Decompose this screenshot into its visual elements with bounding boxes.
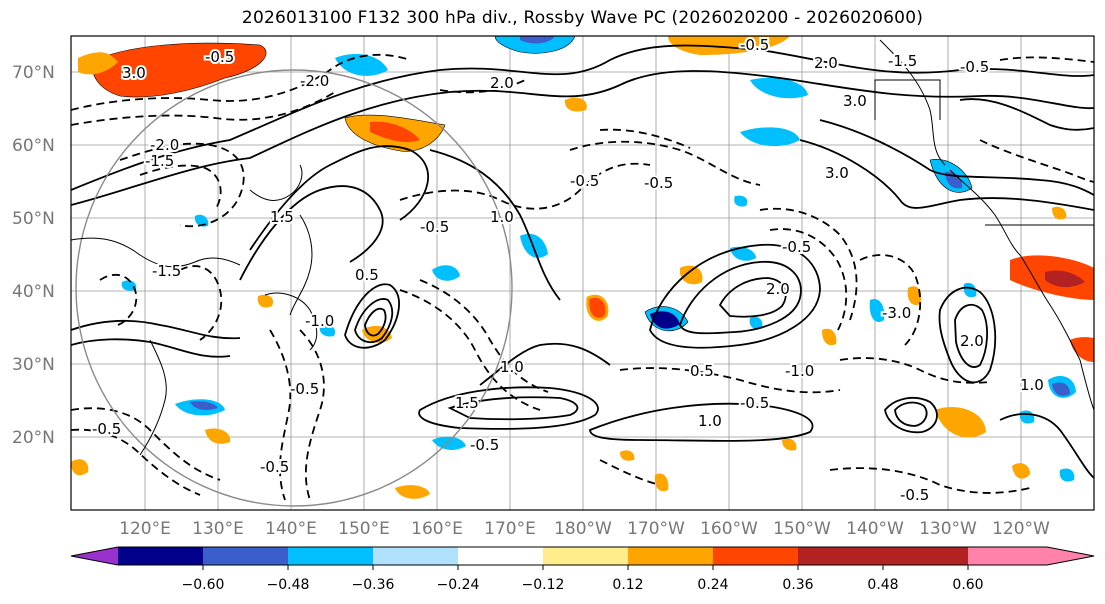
contour-label: -0.5 (420, 218, 449, 236)
contour-label: 2.0 (814, 54, 838, 72)
contour-label: 2.0 (766, 280, 790, 298)
contour-label: 1.0 (490, 208, 514, 226)
lon-label: 150°W (773, 519, 831, 539)
lon-label: 170°W (627, 519, 685, 539)
lon-label: 130°E (192, 519, 244, 539)
contour-label: 3.0 (825, 164, 849, 182)
contour-label: -0.5 (92, 420, 121, 438)
colorbar-tick-label: 0.12 (612, 577, 643, 593)
coastlines (71, 39, 1094, 456)
divergence-shading (71, 36, 1094, 499)
lat-label: 30°N (12, 355, 55, 375)
colorbar-bin (288, 547, 373, 565)
lon-label: 120°W (992, 519, 1050, 539)
colorbar-outline (70, 546, 1095, 566)
contour-label: -1.5 (152, 262, 181, 280)
contour-label: 1.0 (1020, 376, 1044, 394)
contour-label: 2.0 (960, 332, 984, 350)
lon-label: 180°W (554, 519, 612, 539)
contour-label: -1.5 (145, 152, 174, 170)
contour-label: -0.5 (740, 36, 769, 54)
lat-label: 20°N (12, 428, 55, 448)
contour-label: -0.5 (570, 172, 599, 190)
chart-title: 2026013100 F132 300 hPa div., Rossby Wav… (241, 8, 924, 28)
contour-labels: -0.5 3.0 -2.0 2.0 -0.5 2.0 -1.5 -0.5 3.0… (90, 36, 1046, 506)
dashed-contours (71, 53, 1094, 501)
solid-contours (71, 44, 1094, 479)
colorbar-tick-label: 0.60 (952, 577, 983, 593)
colorbar-bin (883, 547, 968, 565)
contour-label: -3.0 (882, 304, 911, 322)
colorbar-bin (203, 547, 288, 565)
colorbar-bin (798, 547, 883, 565)
contour-label: 1.5 (270, 208, 294, 226)
colorbar-bin (118, 547, 203, 565)
colorbar-bin (713, 547, 798, 565)
contour-label: -0.5 (960, 58, 989, 76)
longitude-axis: 120°E 130°E 140°E 150°E 160°E 170°E 180°… (119, 519, 1050, 539)
contour-label: 3.0 (122, 64, 146, 82)
contour-label: -0.5 (644, 174, 673, 192)
lon-label: 170°E (484, 519, 536, 539)
lon-label: 120°E (119, 519, 171, 539)
latitude-axis: 70°N 60°N 50°N 40°N 30°N 20°N (12, 63, 55, 448)
contour-label: -0.5 (782, 238, 811, 256)
lon-label: 160°W (700, 519, 758, 539)
colorbar-tick-label: −0.48 (267, 577, 310, 593)
lat-label: 50°N (12, 209, 55, 229)
contour-label: -0.5 (470, 436, 499, 454)
lon-label: 160°E (411, 519, 463, 539)
contour-label: -1.0 (305, 312, 334, 330)
colorbar-tick-label: 0.36 (782, 577, 813, 593)
lat-label: 60°N (12, 136, 55, 156)
contour-label: -0.5 (260, 458, 289, 476)
contour-label: -1.5 (888, 52, 917, 70)
lon-label: 140°E (265, 519, 317, 539)
colorbar-tick-label: 0.24 (697, 577, 728, 593)
map-content: -0.5 3.0 -2.0 2.0 -0.5 2.0 -1.5 -0.5 3.0… (71, 36, 1094, 510)
lon-label: 150°E (338, 519, 390, 539)
contour-label: -2.0 (150, 136, 179, 154)
contour-label: 1.0 (500, 358, 524, 376)
colorbar-bin (373, 547, 458, 565)
contour-label: 0.5 (355, 266, 379, 284)
contour-label: -2.0 (300, 72, 329, 90)
contour-label: -0.5 (290, 380, 319, 398)
contour-label: 1.0 (698, 412, 722, 430)
colorbar: −0.60 −0.48 −0.36 −0.24 −0.12 0.12 0.24 … (70, 546, 1095, 593)
radius-circle (75, 69, 513, 507)
contour-label: -0.5 (205, 48, 234, 66)
colorbar-ticks (202, 565, 969, 570)
contour-label: -1.0 (785, 362, 814, 380)
colorbar-tick-label: −0.12 (522, 577, 565, 593)
colorbar-tick-label: 0.48 (867, 577, 898, 593)
map-frame (70, 35, 1095, 511)
colorbar-extend-low (71, 547, 118, 565)
lat-label: 40°N (12, 282, 55, 302)
contour-label: 1.5 (455, 394, 479, 412)
colorbar-bin (458, 547, 543, 565)
contour-label: 3.0 (843, 92, 867, 110)
contour-label: 2.0 (490, 74, 514, 92)
lon-label: 140°W (846, 519, 904, 539)
colorbar-bin (543, 547, 628, 565)
colorbar-tick-label: −0.36 (352, 577, 395, 593)
contour-label: -0.5 (900, 486, 929, 504)
colorbar-tick-label: −0.60 (182, 577, 225, 593)
contour-label: -0.5 (740, 394, 769, 412)
lat-label: 70°N (12, 63, 55, 83)
colorbar-tick-label: −0.24 (437, 577, 480, 593)
colorbar-bin (628, 547, 713, 565)
contour-label: 0.5 (690, 362, 714, 380)
lon-label: 130°W (919, 519, 977, 539)
